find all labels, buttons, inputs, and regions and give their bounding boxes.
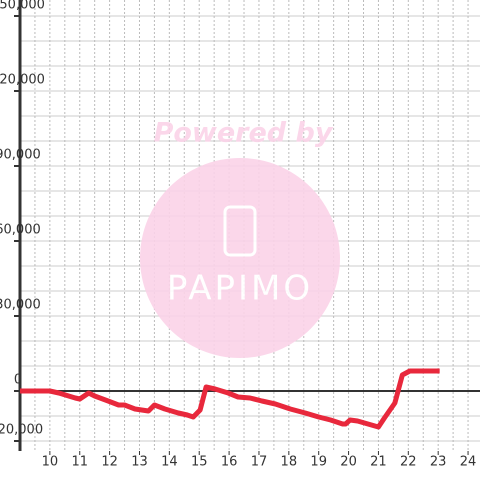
x-tick-label: 17: [251, 455, 268, 470]
watermark: Powered by PAPIMO: [140, 118, 340, 358]
y-tick-label: 150,000: [0, 0, 45, 13]
y-tick-label: 0: [14, 373, 22, 388]
x-tick-label: 19: [310, 455, 327, 470]
x-tick-label: 18: [281, 455, 298, 470]
x-tick-label: 15: [191, 455, 208, 470]
line: [20, 368, 440, 430]
x-tick-label: 10: [42, 455, 59, 470]
x-tick-label: 21: [370, 455, 387, 470]
x-tick-label: 13: [131, 455, 148, 470]
x-tick-label: 14: [161, 455, 178, 470]
x-tick-label: 11: [71, 455, 88, 470]
watermark-phone: [223, 205, 257, 257]
watermark-title: Powered by: [154, 118, 334, 149]
x-tick-label: 16: [221, 455, 238, 470]
y-tick-label: -20,000: [0, 423, 43, 438]
x-tick-label: 12: [101, 455, 118, 470]
watermark-logo: PAPIMO: [167, 269, 313, 309]
y-tick-label: 120,000: [0, 73, 45, 88]
x-tick-label: 23: [430, 455, 447, 470]
x-tick-label: 20: [340, 455, 357, 470]
x-tick-label: 24: [460, 455, 477, 470]
x-tick-label: 22: [400, 455, 417, 470]
watermark-circle: [140, 158, 340, 358]
